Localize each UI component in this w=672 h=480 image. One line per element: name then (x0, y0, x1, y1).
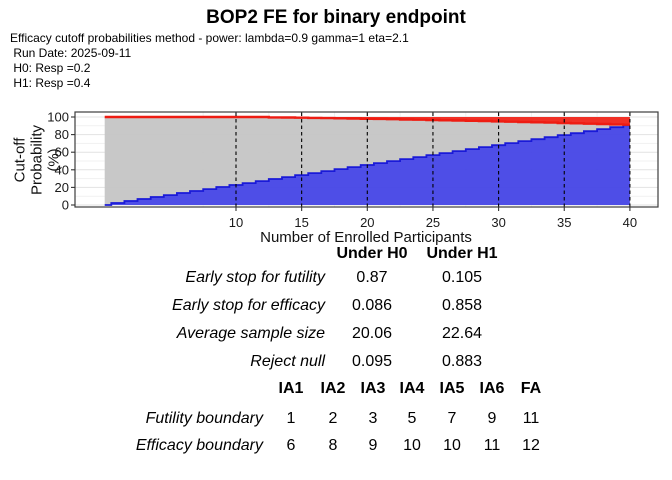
table-value-cell: 11 (522, 410, 540, 427)
table-row-label: Early stop for efficacy (172, 297, 325, 314)
x-tick-label: 30 (491, 215, 505, 230)
table-value-cell: 6 (286, 437, 296, 454)
table-value-cell: 8 (328, 437, 338, 454)
x-tick-label: 10 (229, 215, 243, 230)
table-row-label: Futility boundary (145, 410, 263, 427)
table-value-cell: 20.06 (351, 325, 393, 342)
table-row-label: Efficacy boundary (135, 437, 263, 454)
table-row-label: Reject null (250, 353, 325, 370)
y-axis-title: Cut-off Probability (%) (11, 124, 63, 196)
cutoff-probability-chart: 10 15 20 25 30 35 40 0 20 40 60 80 100 (47, 110, 659, 230)
table-header-cell: IA6 (479, 380, 505, 397)
table-value-cell: 22.64 (441, 325, 483, 342)
subtitle-line-run-date: Run Date: 2025-09-11 (10, 46, 132, 60)
table-row-label: Average sample size (176, 325, 325, 342)
x-tick-label: 20 (360, 215, 374, 230)
table-header-cell: IA2 (320, 380, 346, 397)
table-header-cell: IA4 (399, 380, 425, 397)
table-header-cell: Under H0 (336, 245, 408, 262)
y-tick-label: 20 (55, 180, 69, 195)
table-value-cell: 9 (368, 437, 378, 454)
table-value-cell: 0.095 (351, 353, 393, 370)
efficacy-area (104, 117, 630, 125)
table-value-cell: 0.883 (441, 353, 483, 370)
table-value-cell: 3 (368, 410, 378, 427)
table-header-cell: FA (520, 380, 542, 397)
table-value-cell: 1 (286, 410, 296, 427)
table-value-cell: 0.87 (356, 269, 388, 286)
table-header-cell: IA5 (439, 380, 465, 397)
table-header-cell: IA3 (360, 380, 386, 397)
efficacy-line (104, 115, 630, 126)
panel-border (74, 111, 659, 208)
table-header-cell: Under H1 (426, 245, 498, 262)
table-value-cell: 2 (328, 410, 338, 427)
table-value-cell: 0.086 (351, 297, 393, 314)
page-title: BOP2 FE for binary endpoint (206, 7, 466, 28)
table-value-cell: 11 (483, 437, 501, 454)
x-tick-label: 40 (623, 215, 637, 230)
table-value-cell: 10 (443, 437, 461, 454)
table-header-cell: IA1 (278, 380, 304, 397)
table-value-cell: 5 (407, 410, 417, 427)
x-axis-title: Number of Enrolled Participants (260, 229, 472, 246)
y-tick-label: 0 (62, 198, 69, 213)
table-value-cell: 0.858 (441, 297, 483, 314)
subtitle-line-h0: H0: Resp =0.2 (10, 61, 91, 75)
y-tick-label: 60 (55, 145, 69, 160)
x-tick-label: 15 (294, 215, 308, 230)
y-tick-label: 80 (55, 127, 69, 142)
x-tick-label: 35 (557, 215, 571, 230)
table-row-label: Early stop for futility (185, 269, 325, 286)
table-value-cell: 7 (447, 410, 457, 427)
table-value-cell: 0.105 (441, 269, 483, 286)
x-tick-label: 25 (426, 215, 440, 230)
subtitle-line-h1: H1: Resp =0.4 (10, 76, 91, 90)
y-tick-label: 40 (55, 162, 69, 177)
table-value-cell: 12 (522, 437, 540, 454)
y-tick-label: 100 (47, 110, 69, 125)
table-value-cell: 10 (403, 437, 421, 454)
table-value-cell: 9 (487, 410, 497, 427)
subtitle-line-method: Efficacy cutoff probabilities method - p… (10, 31, 409, 45)
